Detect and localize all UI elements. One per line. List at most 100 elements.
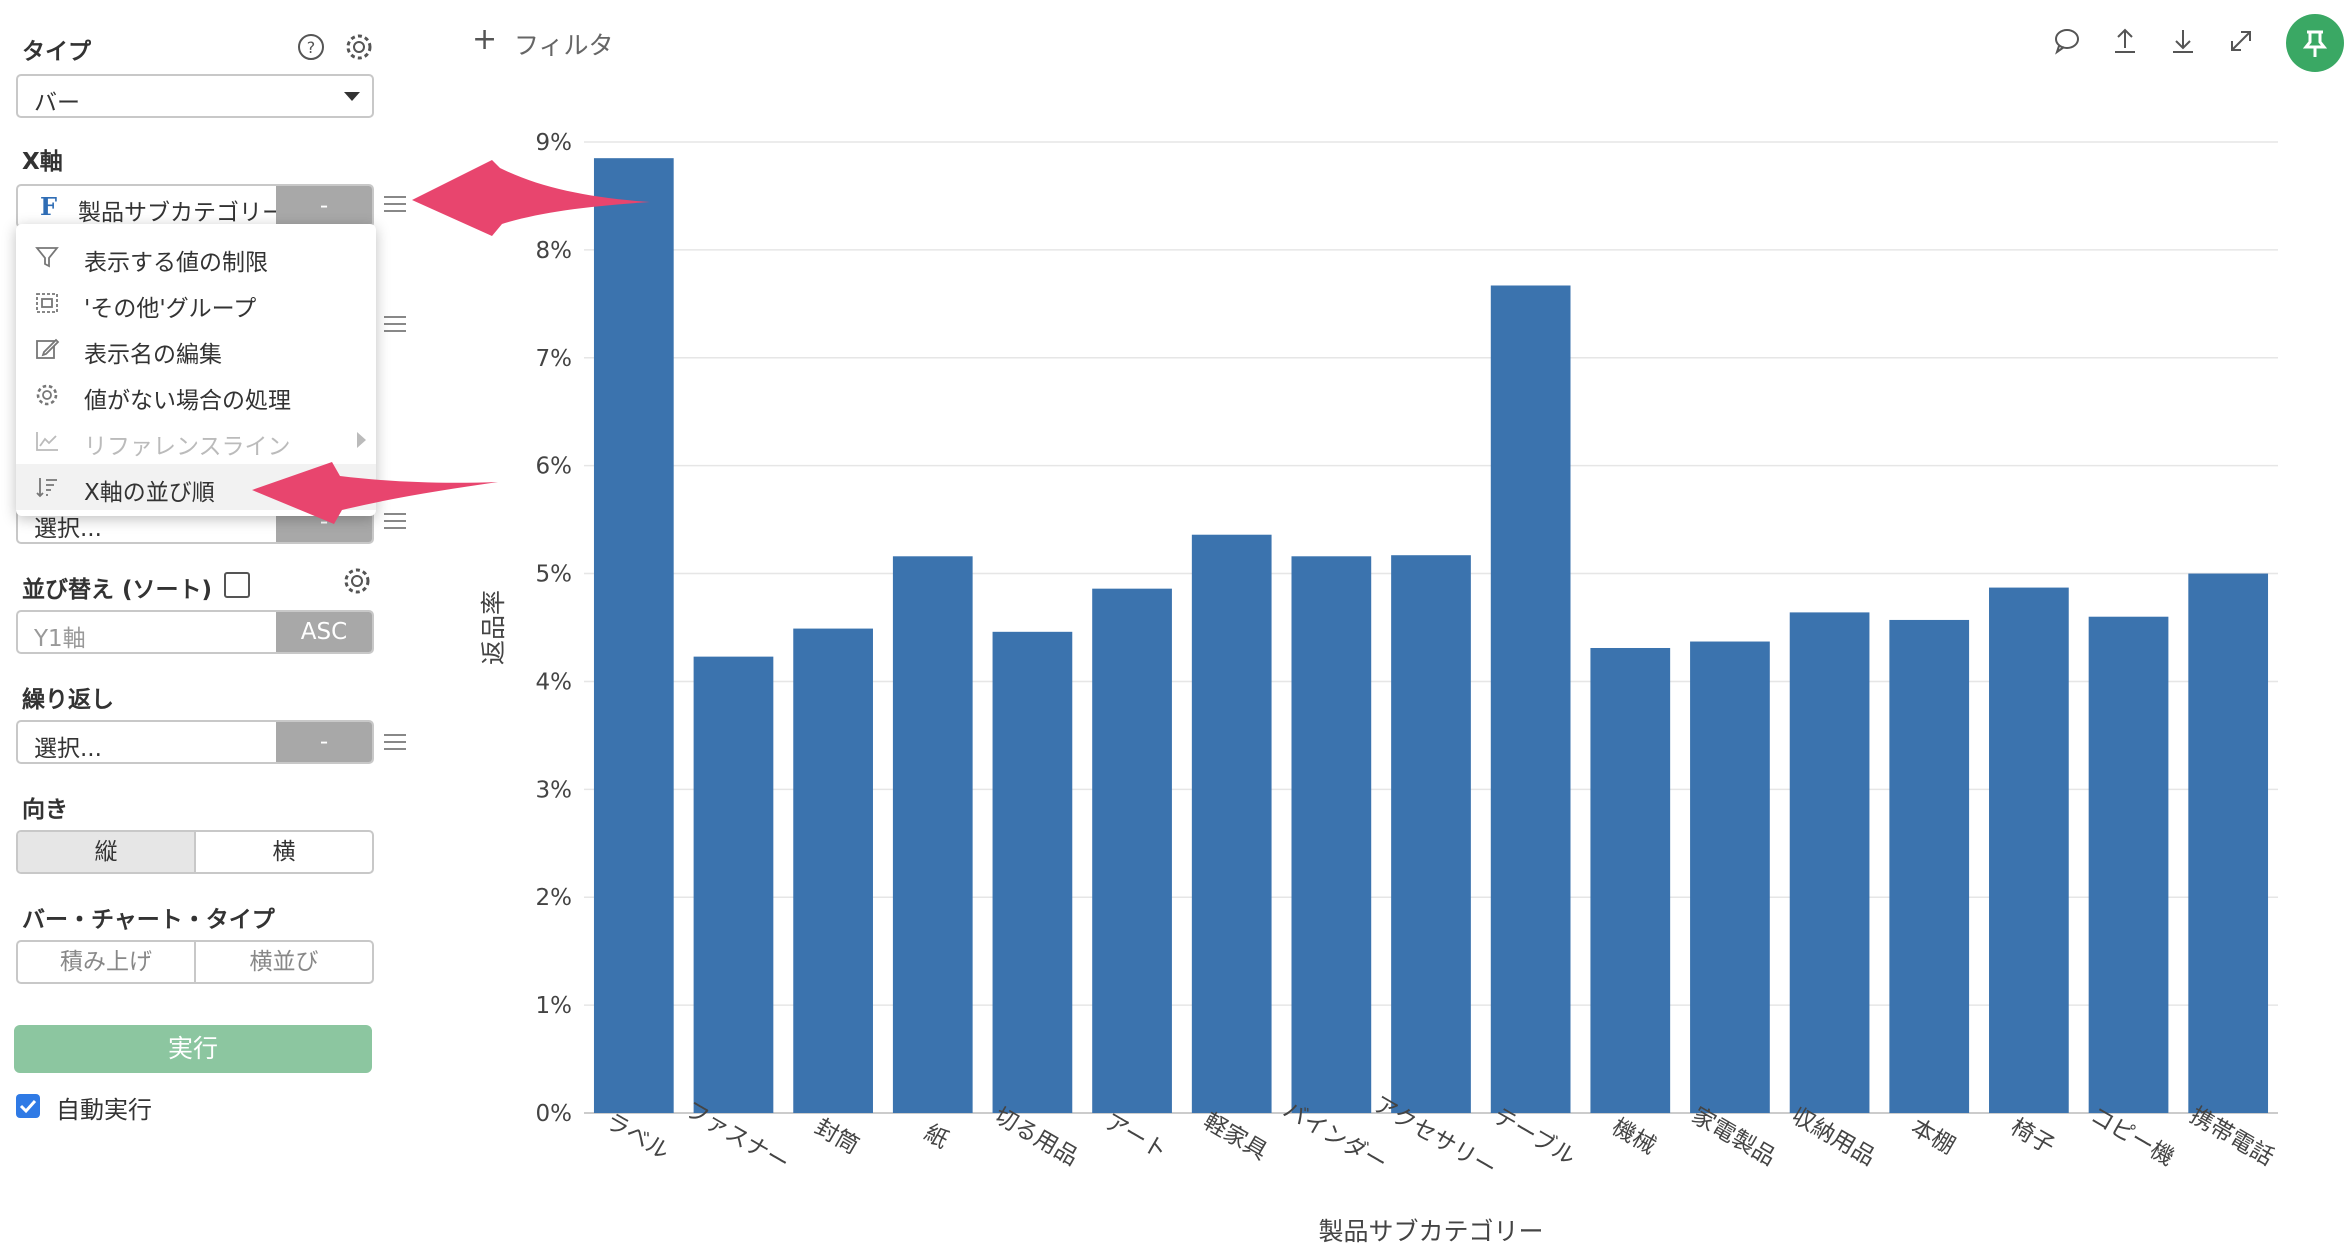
repeat-menu-icon[interactable] bbox=[384, 734, 406, 755]
bar[interactable] bbox=[593, 158, 674, 1113]
y-tick-label: 4% bbox=[536, 669, 573, 695]
bar[interactable] bbox=[2188, 573, 2269, 1113]
orientation-vertical-option[interactable]: 縦 bbox=[18, 832, 196, 872]
xaxis-field-value: 製品サブカテゴリー bbox=[78, 200, 285, 226]
repeat-minus-button[interactable]: - bbox=[276, 722, 372, 762]
type-select-value: バー bbox=[34, 90, 80, 116]
repeat-label: 繰り返し bbox=[22, 687, 114, 713]
bar[interactable] bbox=[1391, 555, 1471, 1113]
repeat-field-value: 選択... bbox=[34, 736, 102, 762]
menu-item-limit-values[interactable]: 表示する値の制限 bbox=[16, 234, 376, 280]
menu-item-other-group[interactable]: 'その他'グループ bbox=[16, 280, 376, 326]
yaxis-menu-icon[interactable] bbox=[384, 316, 406, 337]
y-tick-label: 5% bbox=[536, 562, 573, 588]
xaxis-minus-button[interactable]: - bbox=[276, 186, 372, 226]
menu-item-label: X軸の並び順 bbox=[84, 480, 215, 506]
submenu-arrow-icon bbox=[357, 432, 366, 448]
type-label: タイプ bbox=[22, 39, 91, 65]
pin-icon bbox=[2302, 30, 2328, 57]
bar-type-stacked-option[interactable]: 積み上げ bbox=[18, 942, 196, 982]
orientation-toggle: 縦 横 bbox=[16, 830, 374, 874]
chevron-down-icon bbox=[344, 92, 360, 101]
y-tick-label: 8% bbox=[536, 238, 573, 264]
y-tick-label: 6% bbox=[536, 454, 573, 480]
menu-item-reference-line: リファレンスライン bbox=[16, 418, 376, 464]
x-tick-label: 封筒 bbox=[810, 1114, 863, 1160]
download-icon[interactable] bbox=[2166, 24, 2200, 58]
sort-field[interactable]: Y1軸 ASC bbox=[16, 610, 374, 654]
sort-icon bbox=[36, 478, 57, 498]
xaxis-menu-icon[interactable] bbox=[384, 196, 406, 217]
sort-field-placeholder: Y1軸 bbox=[34, 626, 86, 652]
x-tick-label: 紙 bbox=[920, 1120, 953, 1154]
x-axis-title: 製品サブカテゴリー bbox=[1318, 1217, 1543, 1246]
x-tick-label: 本棚 bbox=[1906, 1114, 1959, 1160]
sort-checkbox[interactable] bbox=[224, 572, 250, 598]
x-tick-label: 軽家具 bbox=[1199, 1108, 1272, 1165]
bar[interactable] bbox=[1789, 612, 1870, 1113]
edit-icon bbox=[36, 338, 60, 359]
auto-run-checkbox[interactable] bbox=[16, 1094, 40, 1118]
menu-item-edit-display-name[interactable]: 表示名の編集 bbox=[16, 326, 376, 372]
bar-type-label: バー・チャート・タイプ bbox=[22, 907, 275, 933]
auto-run-label: 自動実行 bbox=[56, 1096, 152, 1124]
check-icon bbox=[19, 1099, 37, 1114]
bar[interactable] bbox=[1092, 588, 1172, 1113]
menu-item-label: 表示する値の制限 bbox=[84, 250, 268, 276]
orientation-label: 向き bbox=[22, 797, 68, 823]
xaxis-field[interactable]: F 製品サブカテゴリー - bbox=[16, 184, 374, 228]
y-tick-label: 3% bbox=[536, 777, 573, 803]
menu-item-label: 表示名の編集 bbox=[84, 342, 222, 368]
upload-icon[interactable] bbox=[2108, 24, 2142, 58]
comment-icon[interactable] bbox=[2050, 24, 2084, 58]
x-tick-label: ラベル bbox=[601, 1108, 674, 1165]
bar[interactable] bbox=[1490, 285, 1571, 1114]
y-tick-label: 1% bbox=[536, 993, 573, 1019]
svg-text:?: ? bbox=[307, 38, 316, 57]
pin-button[interactable] bbox=[2286, 14, 2344, 72]
bar-type-grouped-option[interactable]: 横並び bbox=[249, 949, 319, 975]
add-filter-icon[interactable]: + bbox=[472, 22, 498, 57]
trend-icon bbox=[36, 432, 58, 451]
bar[interactable] bbox=[892, 556, 973, 1113]
x-tick-label: 機械 bbox=[1607, 1114, 1660, 1160]
field-type-icon: F bbox=[40, 192, 58, 221]
expand-icon[interactable] bbox=[2224, 24, 2258, 58]
bar[interactable] bbox=[693, 656, 774, 1113]
bar[interactable] bbox=[1889, 619, 1970, 1113]
repeat-field[interactable]: 選択... - bbox=[16, 720, 374, 764]
sort-label: 並び替え (ソート) bbox=[22, 577, 213, 603]
menu-item-label: 値がない場合の処理 bbox=[84, 388, 291, 414]
bar[interactable] bbox=[1191, 534, 1272, 1113]
filter-icon bbox=[35, 247, 59, 268]
menu-item-label: 'その他'グループ bbox=[84, 296, 257, 322]
xaxis-label: X軸 bbox=[22, 149, 63, 175]
bar[interactable] bbox=[1291, 556, 1372, 1113]
x-tick-label: 椅子 bbox=[2006, 1114, 2059, 1160]
type-settings-gear-icon[interactable] bbox=[344, 32, 374, 62]
menu-item-label: リファレンスライン bbox=[84, 434, 291, 460]
y-tick-label: 9% bbox=[536, 130, 573, 156]
y-tick-label: 0% bbox=[536, 1101, 573, 1127]
bar[interactable] bbox=[1989, 587, 2069, 1113]
sort-order-button[interactable]: ASC bbox=[276, 612, 372, 652]
y-tick-label: 2% bbox=[536, 885, 573, 911]
y-axis-title: 返品率 bbox=[479, 590, 508, 665]
gear-icon bbox=[36, 384, 58, 406]
hidden-field-value: 選択... bbox=[34, 516, 102, 542]
x-tick-label: アート bbox=[1100, 1109, 1172, 1165]
help-icon[interactable]: ? bbox=[296, 32, 326, 62]
run-button[interactable]: 実行 bbox=[14, 1025, 372, 1073]
sort-settings-gear-icon[interactable] bbox=[342, 566, 372, 596]
menu-item-missing-values[interactable]: 値がない場合の処理 bbox=[16, 372, 376, 418]
filter-label[interactable]: フィルタ bbox=[514, 31, 614, 60]
type-select[interactable]: バー bbox=[16, 74, 374, 118]
bar[interactable] bbox=[793, 628, 873, 1113]
bar[interactable] bbox=[2088, 616, 2169, 1113]
bar-type-toggle: 積み上げ 横並び bbox=[16, 940, 374, 984]
orientation-horizontal-option[interactable]: 横 bbox=[272, 839, 296, 865]
bar[interactable] bbox=[1690, 641, 1770, 1113]
bar[interactable] bbox=[992, 631, 1073, 1113]
bar[interactable] bbox=[1590, 647, 1671, 1113]
